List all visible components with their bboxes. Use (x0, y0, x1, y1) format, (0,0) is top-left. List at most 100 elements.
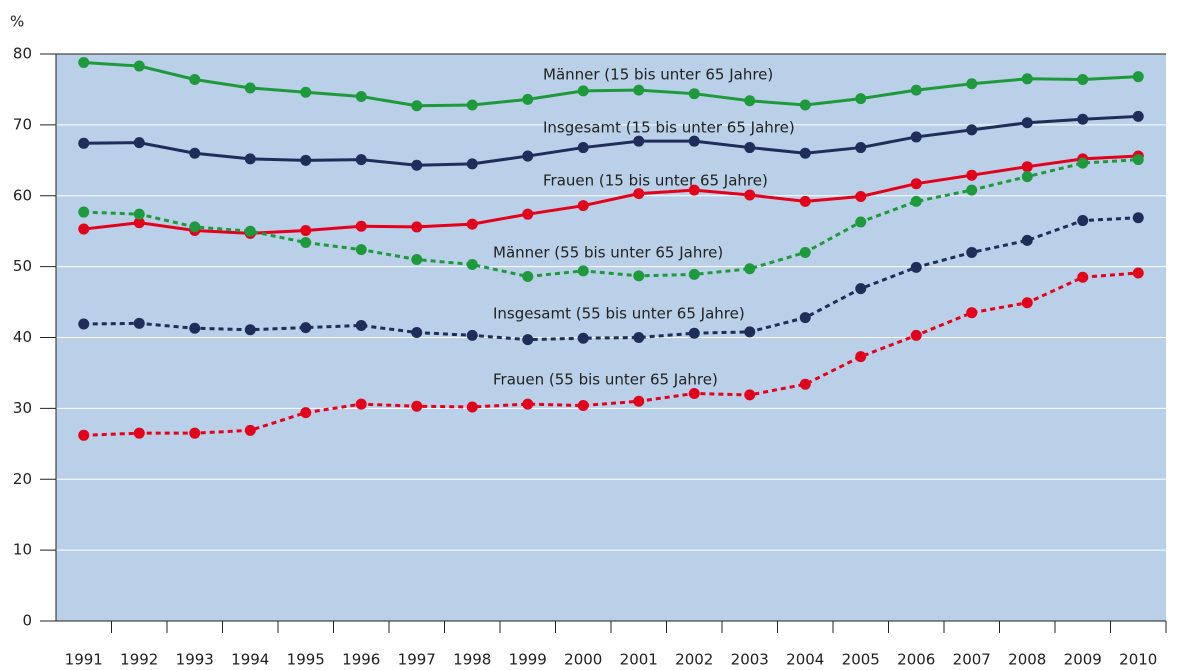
point (910, 84, 922, 96)
point (355, 154, 367, 166)
point (244, 82, 256, 94)
point (355, 244, 367, 256)
point (966, 169, 978, 181)
point (633, 135, 645, 147)
point (189, 221, 201, 233)
x-tick-label: 2008 (1008, 651, 1046, 669)
series-label: Frauen (55 bis unter 65 Jahre) (493, 371, 718, 389)
point (799, 147, 811, 159)
point (855, 351, 867, 363)
point (910, 261, 922, 273)
point (688, 268, 700, 280)
point (910, 131, 922, 143)
point (577, 85, 589, 97)
point (466, 99, 478, 111)
point (633, 84, 645, 96)
point (744, 142, 756, 154)
point (244, 324, 256, 336)
series-label: Insgesamt (55 bis unter 65 Jahre) (493, 305, 745, 323)
point (744, 95, 756, 107)
point (633, 332, 645, 343)
x-tick-label: 1995 (287, 651, 325, 669)
point (78, 429, 90, 441)
y-tick-label: 0 (22, 612, 32, 630)
point (466, 258, 478, 270)
x-tick-label: 2003 (731, 651, 769, 669)
point (78, 223, 90, 235)
point (1021, 234, 1033, 246)
point (1077, 74, 1089, 86)
point (910, 178, 922, 190)
y-tick-label: 70 (13, 115, 32, 133)
point (799, 246, 811, 258)
point (300, 154, 312, 166)
point (411, 400, 423, 412)
point (133, 217, 145, 229)
point (910, 329, 922, 341)
point (744, 263, 756, 275)
y-axis-label: % (10, 13, 24, 31)
x-tick-label: 2001 (620, 651, 658, 669)
point (1132, 110, 1144, 122)
point (244, 153, 256, 165)
point (466, 329, 478, 341)
point (244, 225, 256, 237)
point (1132, 267, 1144, 279)
series-label: Frauen (15 bis unter 65 Jahre) (543, 172, 768, 190)
x-tick-label: 1998 (453, 651, 491, 669)
point (688, 88, 700, 100)
point (799, 378, 811, 390)
point (355, 91, 367, 103)
point (133, 60, 145, 72)
point (411, 159, 423, 171)
point (300, 322, 312, 334)
point (78, 137, 90, 149)
point (577, 265, 589, 277)
point (1077, 271, 1089, 283)
point (688, 327, 700, 339)
point (133, 137, 145, 149)
point (633, 395, 645, 407)
point (1021, 161, 1033, 173)
point (466, 401, 478, 413)
point (1021, 297, 1033, 309)
y-tick-label: 80 (13, 45, 32, 63)
point (522, 398, 534, 410)
point (1077, 215, 1089, 227)
point (300, 224, 312, 236)
point (1132, 212, 1144, 224)
point (633, 188, 645, 200)
point (855, 142, 867, 154)
point (1132, 71, 1144, 83)
point (411, 327, 423, 339)
point (799, 99, 811, 111)
point (1132, 154, 1144, 166)
point (577, 332, 589, 344)
point (522, 271, 534, 283)
y-tick-label: 30 (13, 399, 32, 417)
series-line (83, 114, 1139, 167)
point (411, 221, 423, 233)
point (744, 326, 756, 338)
point (522, 150, 534, 162)
point (133, 317, 145, 329)
series-line (83, 158, 1139, 279)
y-tick-label: 10 (13, 541, 32, 559)
point (855, 283, 867, 295)
point (522, 334, 534, 346)
point (189, 74, 201, 86)
point (966, 124, 978, 136)
x-tick-label: 1997 (398, 651, 436, 669)
x-tick-label: 2000 (564, 651, 602, 669)
x-tick-label: 2010 (1119, 651, 1157, 669)
x-tick-label: 2007 (953, 651, 991, 669)
point (688, 387, 700, 399)
point (1021, 117, 1033, 129)
point (855, 216, 867, 228)
point (355, 319, 367, 331)
x-tick-label: 2002 (675, 651, 713, 669)
point (466, 158, 478, 170)
point (355, 220, 367, 232)
series-line (83, 61, 1139, 108)
point (910, 195, 922, 207)
